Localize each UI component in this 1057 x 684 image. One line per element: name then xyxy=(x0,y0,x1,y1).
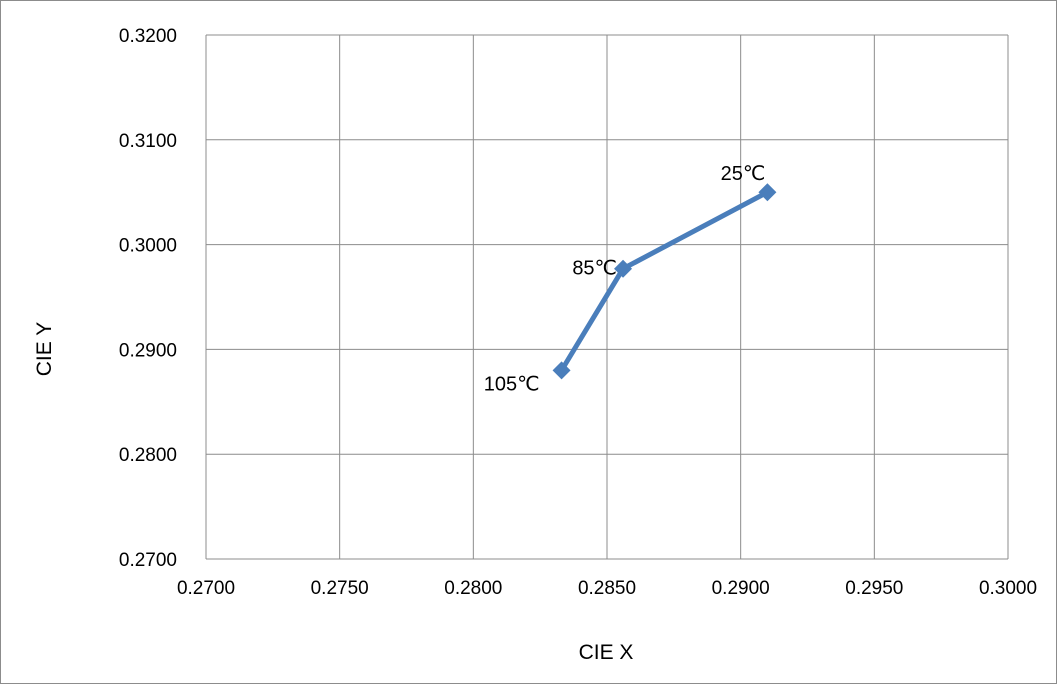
x-axis-ticks: 0.2700 0.2750 0.2800 0.2850 0.2900 0.2950 0.30… xyxy=(177,578,1037,599)
y-tick-label: 0.3200 xyxy=(119,26,177,47)
x-axis-title: CIE X xyxy=(579,641,634,664)
x-tick-label: 0.2800 xyxy=(444,578,502,599)
y-tick-label: 0.2700 xyxy=(119,550,177,571)
x-tick-label: 0.2850 xyxy=(578,578,636,599)
grid xyxy=(205,34,1009,560)
y-tick-label: 0.3000 xyxy=(119,236,177,257)
data-point-marker xyxy=(758,183,777,202)
data-point-marker xyxy=(552,361,571,380)
data-point-label: 105℃ xyxy=(484,373,540,395)
series: 25℃ 85℃ 105℃ xyxy=(484,163,777,395)
y-tick-label: 0.2800 xyxy=(119,445,177,466)
x-tick-label: 0.2950 xyxy=(845,578,903,599)
data-point-label: 85℃ xyxy=(572,258,617,280)
y-tick-label: 0.2900 xyxy=(119,340,177,361)
x-tick-label: 0.2750 xyxy=(311,578,369,599)
x-tick-label: 0.2700 xyxy=(177,578,235,599)
data-point-marker xyxy=(614,259,633,278)
series-line xyxy=(559,189,769,372)
data-point-label: 25℃ xyxy=(721,163,766,185)
y-axis-title: CIE Y xyxy=(33,322,56,376)
x-tick-label: 0.2900 xyxy=(712,578,770,599)
y-tick-label: 0.3100 xyxy=(119,131,177,152)
y-axis-ticks: 0.2700 0.2800 0.2900 0.3000 0.3100 0.3200 xyxy=(119,26,177,571)
x-tick-label: 0.3000 xyxy=(979,578,1037,599)
